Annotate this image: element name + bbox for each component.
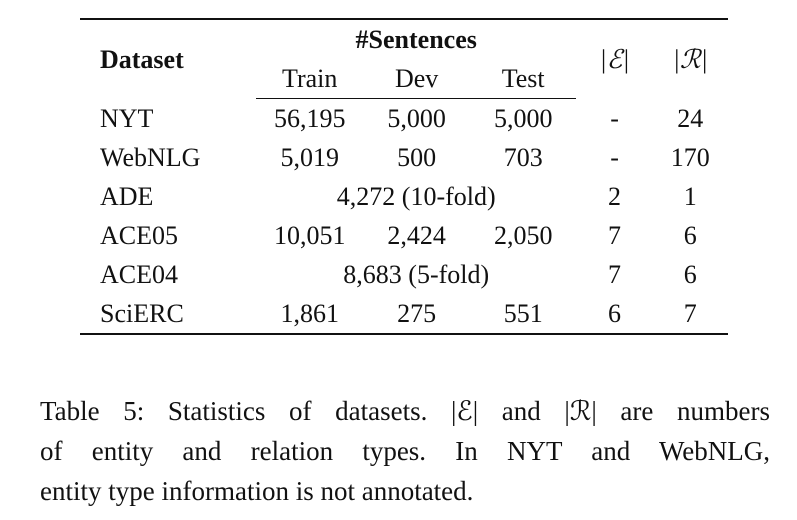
cell-train: 1,861 [255, 294, 364, 335]
table-row: ACE05 10,051 2,424 2,050 7 6 [80, 216, 728, 255]
cell-train: 56,195 [273, 104, 346, 133]
cell-entity-types: - [610, 103, 619, 133]
header-relation-types: |ℛ| [652, 18, 728, 99]
dataset-statistics-table-container: Dataset #Sentences |ℰ| |ℛ| Train Dev Tes… [80, 18, 728, 335]
dataset-statistics-table: Dataset #Sentences |ℰ| |ℛ| Train Dev Tes… [80, 18, 728, 335]
cell-dev: 2,424 [387, 221, 446, 250]
header-entity-types: |ℰ| [576, 18, 653, 99]
cell-dataset: ACE04 [100, 260, 178, 289]
cell-merged-sentences: 8,683 (5-fold) [343, 260, 490, 289]
table-caption: Table 5: Statistics of datasets. |ℰ| and… [40, 391, 770, 511]
table-row: NYT 56,195 5,000 5,000 - 24 [80, 99, 728, 139]
cell-test: 703 [503, 143, 543, 172]
header-sentences: #Sentences [255, 18, 577, 59]
cell-relation-types: 7 [652, 294, 728, 335]
cell-dataset: SciERC [80, 294, 256, 335]
cell-dataset: WebNLG [100, 143, 201, 172]
cell-dataset: ADE [100, 182, 154, 211]
cell-relation-types: 6 [683, 221, 697, 250]
table-row: ACE04 8,683 (5-fold) 7 6 [80, 255, 728, 294]
cell-dataset: ACE05 [100, 221, 178, 250]
cell-relation-types: 170 [670, 143, 710, 172]
caption-line: of entity and relation types. In NYT and… [40, 436, 770, 466]
cell-relation-types: 24 [677, 103, 704, 133]
caption-line: entity type information is not annotated… [40, 476, 474, 506]
cell-relation-types: 6 [683, 260, 697, 289]
header-train: Train [255, 59, 364, 99]
header-dataset: Dataset [80, 18, 256, 99]
cell-dev: 500 [397, 143, 437, 172]
cell-merged-sentences: 4,272 (10-fold) [336, 182, 496, 211]
cell-entity-types: - [610, 143, 619, 172]
cell-entity-types: 7 [608, 221, 622, 250]
caption-line: Table 5: Statistics of datasets. |ℰ| and… [40, 396, 770, 426]
header-test: Test [469, 59, 577, 99]
table-row: ADE 4,272 (10-fold) 2 1 [80, 177, 728, 216]
table-row: WebNLG 5,019 500 703 - 170 [80, 138, 728, 177]
cell-train: 5,019 [280, 143, 339, 172]
cell-test: 2,050 [493, 221, 553, 250]
cell-entity-types: 2 [608, 182, 622, 211]
cell-dev: 275 [363, 294, 470, 335]
cell-train: 10,051 [273, 221, 346, 250]
cell-entity-types: 6 [576, 294, 653, 335]
cell-entity-types: 7 [608, 260, 622, 289]
header-dev: Dev [363, 59, 470, 99]
cell-dataset: NYT [100, 103, 154, 133]
cell-test: 551 [469, 294, 577, 335]
cell-relation-types: 1 [683, 182, 697, 211]
table-row: SciERC 1,861 275 551 6 7 [80, 294, 728, 335]
cell-dev: 5,000 [387, 104, 446, 133]
cell-test: 5,000 [493, 104, 553, 133]
